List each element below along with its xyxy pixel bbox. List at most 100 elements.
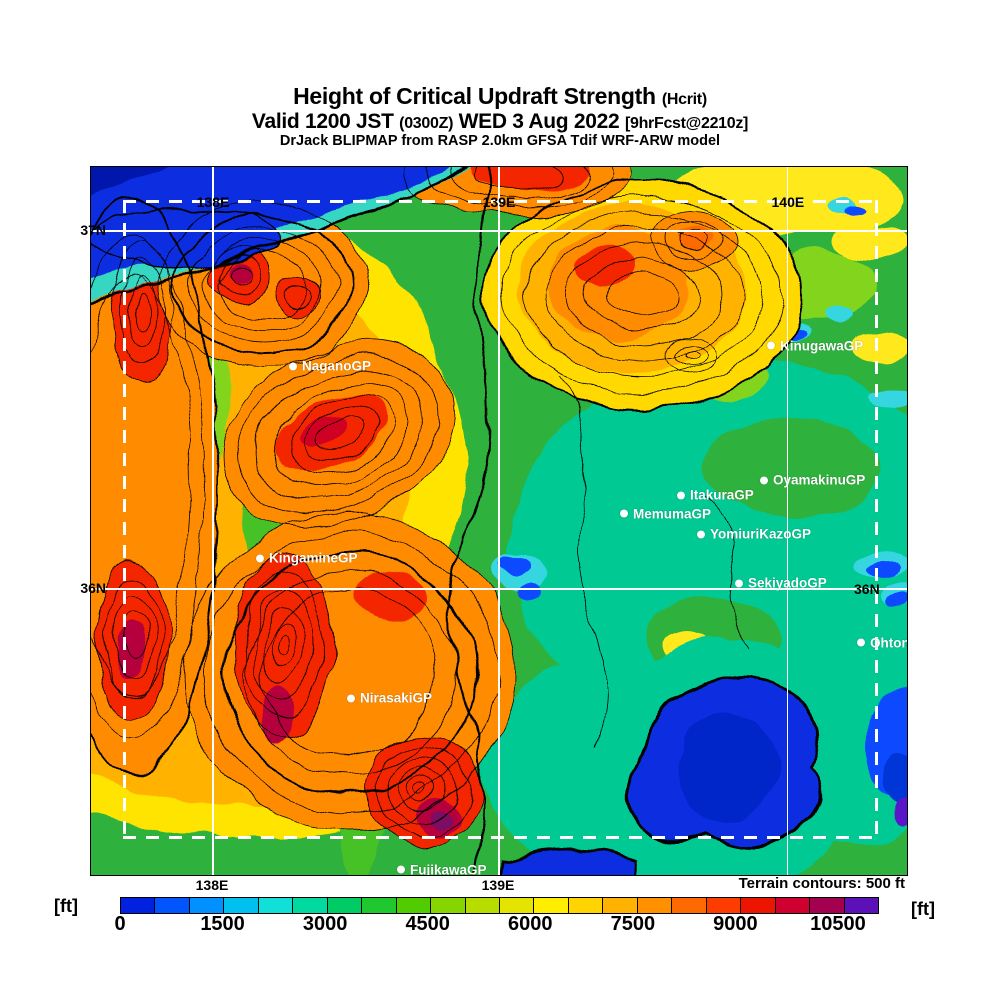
site-label: ItakuraGP (689, 487, 754, 503)
parallel-line-36N (91, 587, 907, 590)
site-label: MemumaGP (633, 506, 712, 522)
site-marker-MemumaGP: MemumaGP (620, 506, 711, 521)
colorbar-segment-3 (224, 898, 259, 913)
site-dot (255, 554, 264, 563)
valid-zulu: (0300Z) (399, 114, 454, 132)
site-marker-ItakuraGP: ItakuraGP (676, 487, 754, 503)
site-dot (288, 362, 297, 371)
valid-prefix: Valid 1200 JST (251, 109, 394, 133)
forecast-map: 138E 139E 140E 36N NaganoGP KinugawaGP Oyamaki… (90, 166, 908, 876)
valid-forecast-tag: [9hrFcst@2210z] (624, 114, 749, 132)
site-marker-NaganoGP: NaganoGP (288, 358, 371, 374)
parallel-line-37N (91, 230, 907, 232)
site-marker-KinugawaGP: KinugawaGP (766, 338, 864, 354)
colorbar-unit-left: [ft] (54, 896, 78, 916)
site-marker-NirasakiGP: NirasakiGP (346, 690, 433, 706)
bottom-meridian-label-139E: 139E (481, 877, 515, 893)
meridian-line-138E (211, 167, 214, 875)
site-marker-SekiyadoGP: SekiyadoGP (734, 575, 827, 591)
meridian-label-140E: 140E (771, 194, 805, 210)
site-marker-YomiuriKazoGP: YomiuriKazoGP (696, 526, 811, 542)
colorbar (120, 897, 879, 914)
colorbar-tick-7500: 7500 (610, 913, 656, 935)
site-label: KingamineGP (268, 550, 358, 566)
site-label: NirasakiGP (359, 690, 433, 706)
model-line: DrJack BLIPMAP from RASP 2.0km GFSA Tdif… (279, 133, 721, 150)
site-dot (766, 341, 775, 350)
domain-border-right (875, 200, 878, 839)
colorbar-segment-10 (465, 898, 500, 913)
colorbar-segment-11 (499, 898, 535, 913)
parallel-label-right-36N: 36N (854, 580, 880, 597)
parallel-label-left-36N: 36N (80, 579, 106, 596)
colorbar-segment-18 (741, 898, 776, 913)
title-block: Height of Critical Updraft Strength (Hcr… (0, 83, 1000, 150)
meridian-label-138E: 138E (196, 194, 230, 210)
parallel-label-left-37N: 37N (80, 222, 106, 238)
site-dot (734, 579, 743, 588)
colorbar-segment-20 (810, 898, 845, 913)
meridian-line-139E (498, 167, 500, 875)
colorbar-segment-4 (258, 898, 294, 913)
domain-border-top (123, 200, 878, 203)
site-marker-FujikawaGP: FujikawaGP (396, 862, 487, 876)
colorbar-segment-5 (293, 898, 328, 913)
colorbar-tick-1500: 1500 (200, 913, 245, 935)
meridian-label-139E: 139E (482, 194, 516, 210)
colorbar-segment-9 (431, 898, 466, 913)
meridian-line-140E (786, 167, 789, 875)
bottom-meridian-label-138E: 138E (195, 877, 229, 893)
site-label: OyamakinuGP (773, 472, 866, 488)
colorbar-segment-21 (844, 898, 878, 913)
page-title: Height of Critical Updraft Strength (Hcr… (0, 83, 1000, 110)
colorbar-tick-10500: 10500 (810, 913, 866, 935)
colorbar-segment-19 (775, 898, 811, 913)
colorbar-segment-12 (534, 898, 569, 913)
colorbar-segment-15 (637, 898, 673, 913)
colorbar-segment-13 (568, 898, 604, 913)
site-dot (676, 491, 685, 500)
site-marker-OyamakinuGP: OyamakinuGP (760, 473, 865, 488)
colorbar-segment-2 (189, 898, 225, 913)
site-label: Ohtone (869, 635, 907, 651)
site-marker-Ohtone: Ohtone (856, 635, 907, 651)
site-dot (396, 865, 405, 874)
tokyo-bay (499, 637, 866, 875)
site-dot (760, 476, 769, 484)
site-label: KinugawaGP (779, 338, 864, 354)
colorbar-segment-0 (121, 898, 156, 913)
colorbar-segment-1 (155, 898, 190, 913)
terrain-contours-note: Terrain contours: 500 ft (738, 875, 905, 892)
colorbar-segment-17 (706, 898, 742, 913)
valid-time-line: Valid 1200 JST (0300Z) WED 3 Aug 2022 [9… (0, 110, 1000, 134)
site-dot (696, 530, 705, 539)
site-dot (856, 638, 865, 647)
colorbar-unit-right: [ft] (911, 899, 935, 919)
domain-border-bottom (123, 836, 878, 839)
colorbar-segment-8 (396, 898, 432, 913)
colorbar-tick-0: 0 (114, 913, 126, 935)
site-dot (620, 509, 628, 518)
colorbar-tick-3000: 3000 (302, 913, 348, 935)
colorbar-segment-16 (672, 898, 707, 913)
contour-lines (91, 167, 782, 844)
site-label: NaganoGP (301, 358, 371, 374)
site-dot (346, 694, 355, 702)
colorbar-tick-4500: 4500 (405, 913, 450, 935)
valid-date: WED 3 Aug 2022 (458, 109, 620, 133)
domain-border-left (123, 200, 126, 839)
colorbar-tick-9000: 9000 (713, 913, 758, 935)
site-label: FujikawaGP (409, 862, 487, 876)
mountain-massifs (91, 167, 801, 843)
colorbar-segment-6 (327, 898, 363, 913)
site-label: SekiyadoGP (747, 575, 827, 591)
title-paren: (Hcrit) (661, 91, 707, 108)
bold-contours (91, 167, 802, 875)
title-main: Height of Critical Updraft Strength (293, 83, 656, 109)
site-label: YomiuriKazoGP (709, 526, 811, 542)
colorbar-tick-6000: 6000 (508, 913, 553, 935)
colorbar-segment-7 (362, 898, 397, 913)
site-marker-KingamineGP: KingamineGP (255, 550, 358, 566)
colorbar-segment-14 (603, 898, 638, 913)
